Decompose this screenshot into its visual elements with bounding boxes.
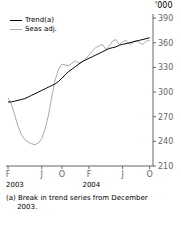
svg-text:390: 390 <box>158 14 173 23</box>
svg-text:300: 300 <box>158 88 173 97</box>
html-text:(a) Break in trend series from: (a) Break in trend series from December … <box>6 194 148 211</box>
svg-text:210: 210 <box>158 162 173 171</box>
svg-text:O: O <box>146 170 152 179</box>
svg-text:360: 360 <box>158 39 173 48</box>
svg-text:240: 240 <box>158 137 173 146</box>
html-text:Trend(a): Trend(a) <box>25 16 54 24</box>
svg-text:J: J <box>120 170 123 179</box>
svg-text:F: F <box>87 170 92 179</box>
svg-text:J: J <box>40 170 43 179</box>
html-text:'000: '000 <box>155 1 173 10</box>
html-text:2003: 2003 <box>6 181 24 189</box>
svg-text:F: F <box>8 170 11 179</box>
svg-text:330: 330 <box>158 63 173 72</box>
html-text:2004: 2004 <box>82 181 101 189</box>
html-text:Seas adj.: Seas adj. <box>25 25 57 33</box>
svg-text:O: O <box>59 170 65 179</box>
svg-text:270: 270 <box>158 113 173 122</box>
